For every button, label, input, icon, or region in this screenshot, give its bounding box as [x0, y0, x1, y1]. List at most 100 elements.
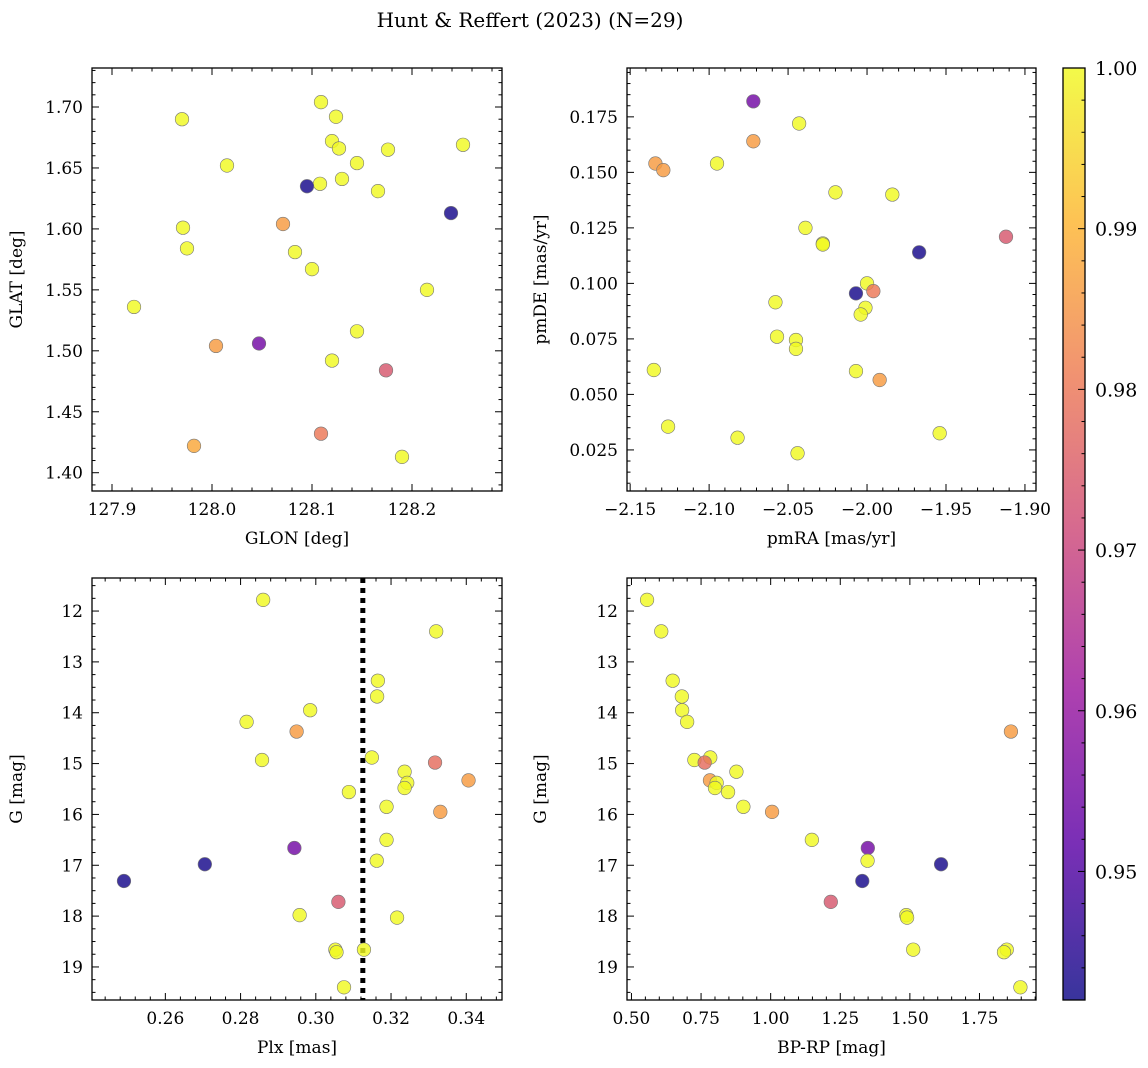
- y-axis-label: G [mag]: [531, 754, 551, 823]
- data-point: [823, 894, 838, 909]
- y-tick-label: 15: [61, 755, 83, 775]
- data-point: [720, 784, 736, 800]
- y-tick-label: 14: [61, 704, 83, 724]
- data-point: [792, 116, 807, 131]
- data-point: [933, 857, 949, 872]
- axes-frame: [91, 577, 503, 1001]
- figure-title: Hunt & Reffert (2023) (N=29): [377, 8, 684, 32]
- x-tick-label: 128.2: [388, 500, 437, 520]
- data-point: [341, 784, 357, 800]
- colorbar: 0.95 0.96 0.97 0.98 0.99 1.00: [1062, 58, 1137, 1001]
- data-point: [885, 187, 900, 202]
- data-point: [275, 216, 291, 232]
- y-tick-label: 0.100: [569, 274, 618, 294]
- data-point: [709, 156, 725, 171]
- x-tick-label: −1.90: [999, 500, 1051, 520]
- scatter-panel-2: −2.15 −2.10 −2.05 −2.00 −1.95 −1.90 0.025 0.050…: [531, 67, 1051, 549]
- y-tick-label: 0.075: [569, 330, 618, 350]
- y-tick-label: 1.65: [45, 159, 83, 179]
- data-point: [998, 229, 1014, 244]
- data-point: [380, 142, 396, 157]
- data-point: [860, 853, 875, 868]
- data-point: [433, 804, 448, 819]
- data-point: [313, 95, 329, 110]
- data-point: [397, 780, 412, 796]
- y-tick-label: 13: [61, 653, 83, 673]
- data-point: [254, 752, 270, 768]
- y-tick-label: 17: [61, 856, 83, 876]
- data-point: [336, 980, 352, 995]
- data-point: [287, 840, 302, 856]
- y-axis-label: pmDE [mas/yr]: [531, 214, 551, 344]
- colorbar-tick-label: 0.96: [1095, 701, 1137, 723]
- colorbar-tick-label: 0.99: [1095, 219, 1137, 241]
- x-tick-label: 0.50: [613, 1009, 651, 1029]
- x-tick-label: −2.05: [762, 500, 814, 520]
- data-point: [790, 446, 805, 461]
- data-point: [736, 799, 751, 814]
- y-tick-label: 0.125: [569, 219, 618, 239]
- data-point: [866, 284, 881, 299]
- x-tick-label: 1.75: [961, 1009, 999, 1029]
- x-axis-label: pmRA [mas/yr]: [767, 529, 896, 549]
- data-point: [768, 295, 783, 310]
- data-point: [848, 363, 864, 379]
- data-point: [394, 449, 410, 464]
- y-tick-label: 13: [596, 653, 618, 673]
- x-tick-label: 1.50: [891, 1009, 929, 1029]
- data-point: [639, 592, 655, 607]
- x-tick-label: 0.34: [447, 1009, 485, 1029]
- data-point: [256, 592, 271, 607]
- data-point: [312, 176, 328, 191]
- data-point: [379, 799, 394, 814]
- data-point: [427, 755, 443, 770]
- data-point: [331, 894, 346, 909]
- data-point: [116, 873, 132, 889]
- y-tick-label: 12: [596, 602, 618, 622]
- y-tick-label: 1.50: [45, 342, 83, 362]
- data-point: [304, 262, 320, 277]
- x-axis-label: Plx [mas]: [257, 1038, 337, 1058]
- x-axis-label: GLON [deg]: [245, 529, 349, 549]
- data-point: [932, 426, 947, 441]
- data-point: [287, 244, 303, 260]
- data-point: [334, 171, 350, 187]
- x-tick-label: 1.00: [752, 1009, 790, 1029]
- colorbar-gradient: [1063, 68, 1085, 1000]
- colorbar-tick-label: 1.00: [1095, 58, 1137, 80]
- data-point: [179, 241, 195, 256]
- x-tick-label: 128.0: [188, 500, 237, 520]
- data-point: [292, 907, 307, 923]
- data-point: [798, 220, 813, 235]
- data-point: [370, 689, 385, 704]
- data-point: [848, 286, 864, 301]
- data-point: [299, 179, 315, 194]
- data-point: [443, 205, 459, 221]
- data-point: [324, 353, 340, 368]
- x-tick-label: 127.9: [88, 500, 137, 520]
- data-point: [175, 220, 191, 235]
- y-tick-label: 16: [596, 805, 618, 825]
- x-tick-label: 0.28: [222, 1009, 260, 1029]
- data-point: [665, 673, 680, 688]
- data-point: [369, 853, 384, 868]
- data-point: [329, 945, 344, 960]
- data-point: [219, 158, 235, 173]
- x-tick-label: 1.25: [821, 1009, 859, 1029]
- data-point: [746, 94, 761, 109]
- data-point: [646, 362, 661, 378]
- y-axis-label: GLAT [deg]: [7, 230, 27, 328]
- data-point: [303, 703, 318, 718]
- data-point: [674, 689, 689, 704]
- data-point: [251, 336, 267, 351]
- axes-frame: [626, 67, 1037, 492]
- data-point: [378, 363, 394, 378]
- scatter-panel-1: 127.9 128.0 128.1 128.2 1.40 1.45 1.50 1.55 1.60…: [7, 67, 503, 549]
- colorbar-tick-label: 0.95: [1095, 861, 1137, 883]
- scatter-panel-4: 0.50 0.75 1.00 1.25 1.50 1.75 12 13 14 15 16 17 18 19…: [531, 577, 1037, 1058]
- data-point: [660, 419, 676, 434]
- y-tick-label: 19: [596, 958, 618, 978]
- colorbar-tick-label: 0.97: [1095, 540, 1137, 562]
- data-point: [331, 141, 347, 156]
- data-point: [680, 714, 695, 729]
